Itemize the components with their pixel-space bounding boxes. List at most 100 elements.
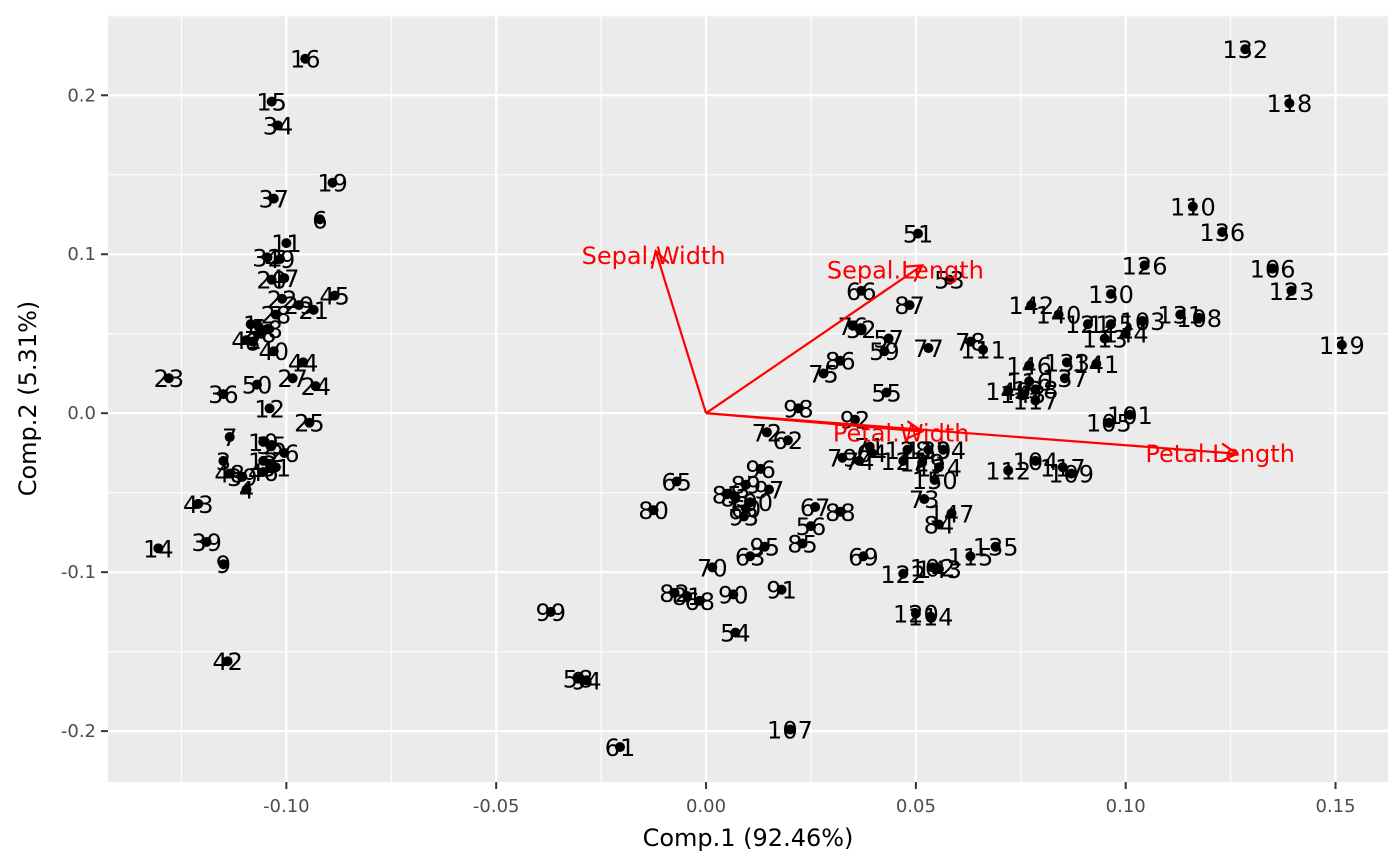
point-label: 41 (231, 327, 262, 355)
point-label: 63 (735, 543, 766, 571)
point-label: 88 (825, 499, 856, 527)
point-label: 35 (256, 432, 287, 460)
data-point (793, 403, 804, 414)
data-point (270, 462, 281, 473)
data-point (241, 484, 252, 495)
point-label: 138 (1013, 376, 1059, 404)
point-label: 104 (1013, 448, 1059, 476)
data-point (266, 439, 277, 450)
point-label: 3 (216, 448, 231, 476)
point-label: 52 (846, 316, 877, 344)
point-label: 38 (246, 321, 277, 349)
point-label: 22 (267, 286, 298, 314)
data-point (847, 320, 858, 331)
data-point (682, 591, 693, 602)
data-point (245, 319, 256, 330)
point-label: 72 (752, 419, 783, 447)
data-point (671, 476, 682, 487)
data-point (251, 379, 262, 390)
point-label: 82 (659, 580, 690, 608)
point-label: 16 (290, 46, 321, 74)
point-label: 61 (605, 734, 636, 762)
point-label: 116 (1006, 368, 1052, 396)
point-label: 75 (808, 360, 839, 388)
point-label: 117 (1040, 454, 1086, 482)
y-tick-label: -0.1 (61, 562, 96, 583)
point-label: 67 (800, 494, 831, 522)
point-label: 130 (1088, 281, 1134, 309)
point-label: 78 (955, 329, 986, 357)
point-label: 25 (294, 410, 325, 438)
data-point (262, 252, 273, 263)
point-label: 129 (899, 449, 945, 477)
point-label: 55 (871, 380, 902, 408)
data-point (1057, 462, 1068, 473)
point-label: 106 (1250, 256, 1296, 284)
point-label: 110 (1170, 194, 1216, 222)
data-point (247, 336, 258, 347)
data-point (256, 328, 267, 339)
data-point (669, 587, 680, 598)
x-axis-title: Comp.1 (92.46%) (643, 824, 854, 852)
point-label: 69 (848, 543, 879, 571)
data-point (805, 521, 816, 532)
point-label: 59 (869, 338, 900, 366)
point-label: 92 (840, 407, 871, 435)
point-label: 68 (684, 588, 715, 616)
point-label: 81 (672, 583, 703, 611)
point-label: 77 (913, 335, 944, 363)
point-label: 15 (256, 89, 287, 117)
data-point (965, 551, 976, 562)
point-label: 53 (934, 267, 965, 295)
point-label: 126 (1122, 252, 1168, 280)
data-point (281, 238, 292, 249)
data-point (898, 455, 909, 466)
data-point (1267, 263, 1278, 274)
point-label: 89 (731, 472, 762, 500)
point-label: 117 (1013, 387, 1059, 415)
data-point (910, 608, 921, 619)
point-label: 118 (1266, 90, 1312, 118)
data-point (298, 357, 309, 368)
data-point (965, 336, 976, 347)
data-point (835, 355, 846, 366)
y-tick-label: 0.2 (67, 85, 96, 106)
loading-arrowhead (905, 420, 925, 441)
x-tick-label: 0.00 (686, 796, 726, 817)
data-point (938, 444, 949, 455)
y-tick-label: 0.0 (67, 403, 96, 424)
plot-panel (108, 15, 1388, 782)
data-point (933, 462, 944, 473)
loading-arrow (705, 412, 1238, 455)
data-point (879, 346, 890, 357)
data-point (763, 484, 774, 495)
x-tick-label: 0.05 (896, 796, 936, 817)
point-label: 136 (1199, 219, 1245, 247)
data-point (258, 436, 269, 447)
point-label: 105 (1086, 410, 1132, 438)
data-point (272, 120, 283, 131)
data-point (1099, 333, 1110, 344)
data-point (648, 505, 659, 516)
data-point (755, 463, 766, 474)
loading-arrow (705, 264, 923, 415)
point-label: 94 (571, 667, 602, 695)
point-label: 40 (258, 338, 289, 366)
point-label: 8 (245, 329, 260, 357)
point-label: 2 (262, 451, 277, 479)
point-label: 114 (908, 604, 954, 632)
point-label: 29 (284, 292, 315, 320)
data-point (573, 673, 584, 684)
point-label: 132 (1222, 36, 1268, 64)
point-label: 23 (154, 365, 185, 393)
x-tick-label: 0.15 (1316, 796, 1356, 817)
data-point (218, 389, 229, 400)
point-label: 42 (212, 648, 243, 676)
point-label: 31 (261, 454, 292, 482)
point-label: 134 (920, 437, 966, 465)
point-label: 43 (183, 491, 214, 519)
loading-label: Sepal.Width (582, 242, 726, 270)
point-label: 26 (269, 440, 300, 468)
point-label: 34 (263, 112, 294, 140)
